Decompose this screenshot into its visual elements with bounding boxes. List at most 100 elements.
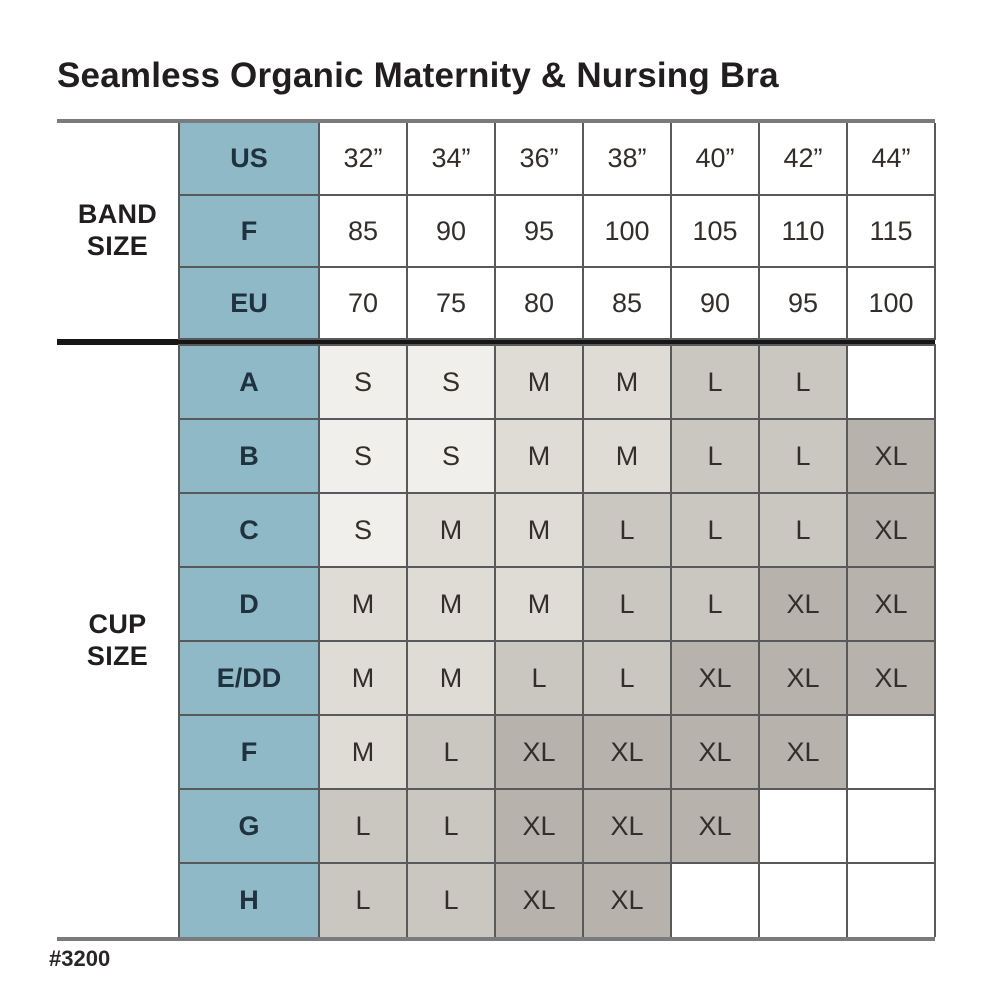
cup-size-cell: S — [318, 344, 408, 420]
cup-size-cell: XL — [494, 714, 584, 790]
cup-size-cell: M — [494, 492, 584, 568]
section-label-text: BAND SIZE — [77, 199, 158, 261]
cup-size-cell: M — [494, 344, 584, 420]
band-size-cell: 105 — [670, 194, 760, 268]
cup-row-header: E/DD — [178, 640, 320, 716]
cup-size-cell: XL — [846, 492, 936, 568]
band-size-cell: 44” — [846, 123, 936, 196]
cup-size-cell: L — [494, 640, 584, 716]
band-size-cell: 40” — [670, 123, 760, 196]
cup-row-header: A — [178, 344, 320, 420]
cup-size-cell: L — [582, 492, 672, 568]
band-size-cell: 90 — [670, 266, 760, 340]
cup-size-cell: L — [582, 566, 672, 642]
cup-size-cell: L — [318, 862, 408, 937]
cup-size-cell: XL — [758, 714, 848, 790]
cup-row: E/DD M M L L XL XL XL — [57, 640, 936, 716]
cup-size-cell: L — [406, 788, 496, 864]
cup-size-cell: M — [582, 344, 672, 420]
empty-cell — [758, 862, 848, 937]
cup-size-cell: L — [758, 344, 848, 420]
cup-row: CUP SIZE A S S M M L L — [57, 344, 936, 937]
cup-row: F M L XL XL XL XL — [57, 714, 936, 790]
cup-size-cell: M — [406, 492, 496, 568]
cup-size-cell: L — [758, 492, 848, 568]
size-table: BAND SIZE US 32” 34” 36” 38” 40” 42” 44” F 85 90 95 1… — [57, 123, 936, 937]
cup-row-header: B — [178, 418, 320, 494]
band-row: BAND SIZE US 32” 34” 36” 38” 40” 42” 44” — [57, 123, 936, 339]
band-size-cell: 42” — [758, 123, 848, 196]
cup-size-cell: XL — [670, 640, 760, 716]
cup-size-cell: S — [318, 418, 408, 494]
cup-size-cell: S — [406, 344, 496, 420]
cup-size-cell: M — [494, 566, 584, 642]
band-row: EU 70 75 80 85 90 95 100 — [57, 266, 936, 340]
cup-size-cell: L — [406, 862, 496, 937]
band-size-cell: 95 — [494, 194, 584, 268]
band-size-label: BAND SIZE — [57, 123, 179, 339]
cup-size-cell: XL — [846, 566, 936, 642]
cup-size-cell: XL — [494, 788, 584, 864]
cup-size-cell: M — [406, 640, 496, 716]
cup-row-header: D — [178, 566, 320, 642]
cup-size-cell: XL — [846, 640, 936, 716]
band-row-header: F — [178, 194, 320, 268]
cup-size-cell: M — [494, 418, 584, 494]
cup-row: H L L XL XL — [57, 862, 936, 937]
band-size-cell: 32” — [318, 123, 408, 196]
cup-size-cell: L — [670, 418, 760, 494]
cup-size-cell: M — [318, 640, 408, 716]
empty-cell — [846, 344, 936, 420]
band-size-cell: 115 — [846, 194, 936, 268]
section-divider-row — [57, 339, 935, 345]
cup-size-cell: S — [406, 418, 496, 494]
band-size-cell: 80 — [494, 266, 584, 340]
cup-size-cell: L — [318, 788, 408, 864]
cup-size-cell: L — [406, 714, 496, 790]
section-divider — [57, 339, 935, 345]
cup-size-cell: M — [406, 566, 496, 642]
empty-cell — [846, 714, 936, 790]
band-size-cell: 75 — [406, 266, 496, 340]
band-row-header: US — [178, 123, 320, 196]
band-size-cell: 95 — [758, 266, 848, 340]
empty-cell — [846, 862, 936, 937]
section-label-text: CUP SIZE — [86, 609, 149, 671]
size-chart: BAND SIZE US 32” 34” 36” 38” 40” 42” 44” F 85 90 95 1… — [49, 119, 936, 972]
cup-size-cell: L — [670, 492, 760, 568]
cup-size-cell: L — [670, 344, 760, 420]
cup-size-cell: XL — [582, 788, 672, 864]
cup-row-header: C — [178, 492, 320, 568]
cup-size-cell: L — [670, 566, 760, 642]
cup-row-header: H — [178, 862, 320, 937]
band-size-cell: 34” — [406, 123, 496, 196]
cup-size-cell: M — [582, 418, 672, 494]
cup-size-cell: XL — [494, 862, 584, 937]
band-row-header: EU — [178, 266, 320, 340]
band-row: F 85 90 95 100 105 110 115 — [57, 194, 936, 268]
cup-row-header: F — [178, 714, 320, 790]
cup-size-cell: L — [582, 640, 672, 716]
cup-size-cell: XL — [582, 714, 672, 790]
empty-cell — [846, 788, 936, 864]
page-title: Seamless Organic Maternity & Nursing Bra — [57, 56, 779, 95]
cup-row: B S S M M L L XL — [57, 418, 936, 494]
cup-size-cell: XL — [846, 418, 936, 494]
cup-row: D M M M L L XL XL — [57, 566, 936, 642]
band-size-cell: 100 — [582, 194, 672, 268]
cup-row: C S M M L L L XL — [57, 492, 936, 568]
product-code: #3200 — [49, 946, 111, 971]
cup-row: G L L XL XL XL — [57, 788, 936, 864]
cup-size-cell: XL — [582, 862, 672, 937]
band-size-cell: 90 — [406, 194, 496, 268]
band-size-cell: 70 — [318, 266, 408, 340]
band-size-cell: 85 — [582, 266, 672, 340]
cup-size-label: CUP SIZE — [57, 345, 179, 937]
cup-size-cell: XL — [670, 714, 760, 790]
cup-size-cell: S — [318, 492, 408, 568]
empty-cell — [758, 788, 848, 864]
cup-size-cell: XL — [758, 640, 848, 716]
cup-row-header: G — [178, 788, 320, 864]
band-size-cell: 36” — [494, 123, 584, 196]
